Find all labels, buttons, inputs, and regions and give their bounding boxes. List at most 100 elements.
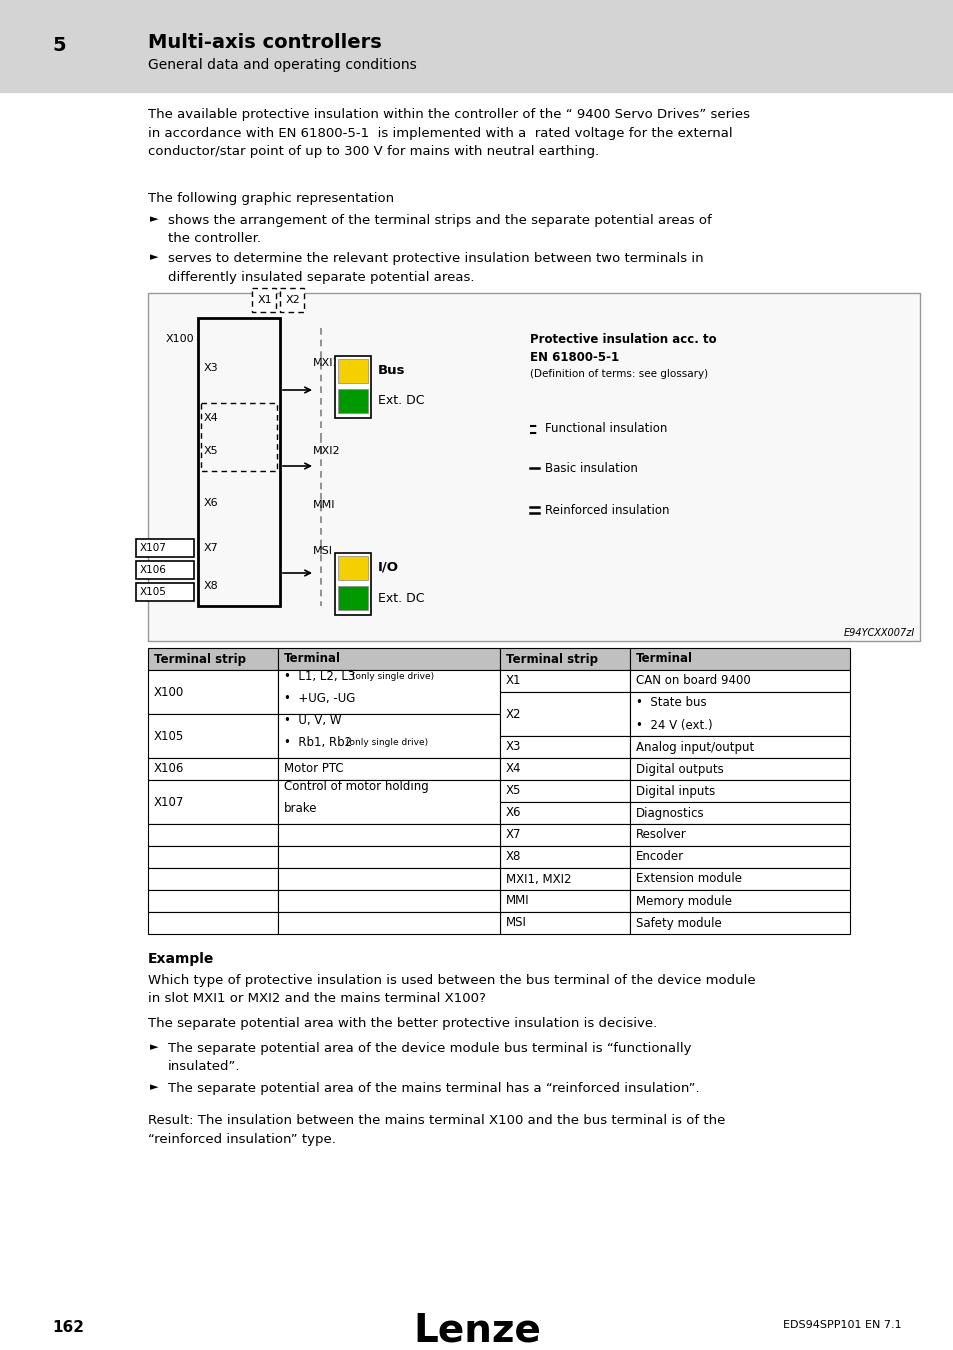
Bar [499,736,629,757]
Bar [499,913,629,934]
Text: X3: X3 [505,741,521,753]
Text: CAN on board 9400: CAN on board 9400 [636,675,750,687]
Text: Terminal strip: Terminal strip [153,652,246,666]
Bar [499,868,629,890]
Bar [629,736,849,757]
Text: •  24 V (ext.): • 24 V (ext.) [636,718,712,732]
Text: brake: brake [284,802,317,815]
Bar [499,693,629,736]
Text: X7: X7 [204,543,218,554]
Bar [148,757,277,780]
Bar [252,288,275,312]
Text: MSI: MSI [313,545,333,556]
Text: Digital inputs: Digital inputs [636,784,715,798]
Text: The available protective insulation within the controller of the “ 9400 Servo Dr: The available protective insulation with… [148,108,749,158]
Text: X7: X7 [505,829,521,841]
Text: Terminal: Terminal [284,652,340,666]
Bar [277,648,499,670]
Text: X106: X106 [140,566,167,575]
Text: shows the arrangement of the terminal strips and the separate potential areas of: shows the arrangement of the terminal st… [168,215,711,246]
Text: 5: 5 [52,36,66,55]
Text: ►: ► [150,215,158,224]
Bar [136,562,193,579]
Text: X107: X107 [140,543,167,554]
Bar [629,693,849,736]
Text: Safety module: Safety module [636,917,721,930]
Text: ►: ► [150,252,158,262]
Text: •  +UG, -UG: • +UG, -UG [284,693,355,705]
Text: X1: X1 [505,675,521,687]
Text: Resolver: Resolver [636,829,686,841]
Bar [337,389,368,413]
Bar [277,868,499,890]
Bar [148,846,277,868]
Bar [499,890,629,913]
Bar [337,359,368,383]
Text: ►: ► [150,1081,158,1092]
Text: •  U, V, W: • U, V, W [284,714,341,728]
Text: MSI: MSI [505,917,526,930]
Text: •  Rb1, Rb2: • Rb1, Rb2 [284,736,355,749]
Text: X106: X106 [153,763,184,775]
Text: X2: X2 [286,296,300,305]
Text: •  L1, L2, L3: • L1, L2, L3 [284,670,358,683]
Text: (only single drive): (only single drive) [346,738,428,747]
Text: Bus: Bus [377,363,405,377]
Text: MXI2: MXI2 [313,446,340,456]
Text: E94YCXX007zI: E94YCXX007zI [842,628,914,639]
Text: 162: 162 [52,1320,84,1335]
Text: (Definition of terms: see glossary): (Definition of terms: see glossary) [530,369,707,379]
Text: MXI1: MXI1 [313,358,340,369]
Bar [277,757,499,780]
Text: X107: X107 [153,795,184,809]
Bar [0,0,953,92]
Text: ►: ► [150,1042,158,1052]
Bar [499,648,629,670]
Bar [499,802,629,824]
Bar [148,780,277,824]
Bar [335,554,371,616]
Text: The separate potential area with the better protective insulation is decisive.: The separate potential area with the bet… [148,1017,657,1030]
Bar [335,356,371,418]
Text: X8: X8 [204,580,218,591]
Text: Ext. DC: Ext. DC [377,591,424,605]
Bar [148,714,277,757]
Text: Protective insulation acc. to: Protective insulation acc. to [530,333,716,346]
Bar [148,890,277,913]
Bar [277,890,499,913]
Text: I/O: I/O [377,560,398,574]
Bar [277,714,499,757]
Text: EN 61800-5-1: EN 61800-5-1 [530,351,618,364]
Bar [629,868,849,890]
Text: Basic insulation: Basic insulation [544,462,638,474]
Bar [629,802,849,824]
Bar [148,868,277,890]
Text: Functional insulation: Functional insulation [544,423,667,436]
Text: Encoder: Encoder [636,850,683,864]
Text: X2: X2 [505,707,521,721]
Bar [499,824,629,846]
Text: Reinforced insulation: Reinforced insulation [544,504,669,517]
Bar [277,670,499,714]
Text: Motor PTC: Motor PTC [284,763,343,775]
Bar [201,404,276,471]
Text: (only single drive): (only single drive) [352,672,434,682]
Bar [629,824,849,846]
Bar [337,586,368,610]
Bar [629,780,849,802]
Bar [148,670,277,714]
Text: Memory module: Memory module [636,895,731,907]
Bar [277,913,499,934]
Bar [277,780,499,824]
Bar [148,913,277,934]
Text: Example: Example [148,952,214,967]
Text: Which type of protective insulation is used between the bus terminal of the devi: Which type of protective insulation is u… [148,973,755,1006]
Text: EDS94SPP101 EN 7.1: EDS94SPP101 EN 7.1 [782,1320,901,1330]
Text: Ext. DC: Ext. DC [377,394,424,408]
Text: X105: X105 [153,729,184,742]
Text: Control of motor holding: Control of motor holding [284,780,428,792]
Text: Extension module: Extension module [636,872,741,886]
Text: Result: The insulation between the mains terminal X100 and the bus terminal is o: Result: The insulation between the mains… [148,1114,724,1146]
Text: X5: X5 [204,446,218,456]
Text: X4: X4 [505,763,521,775]
